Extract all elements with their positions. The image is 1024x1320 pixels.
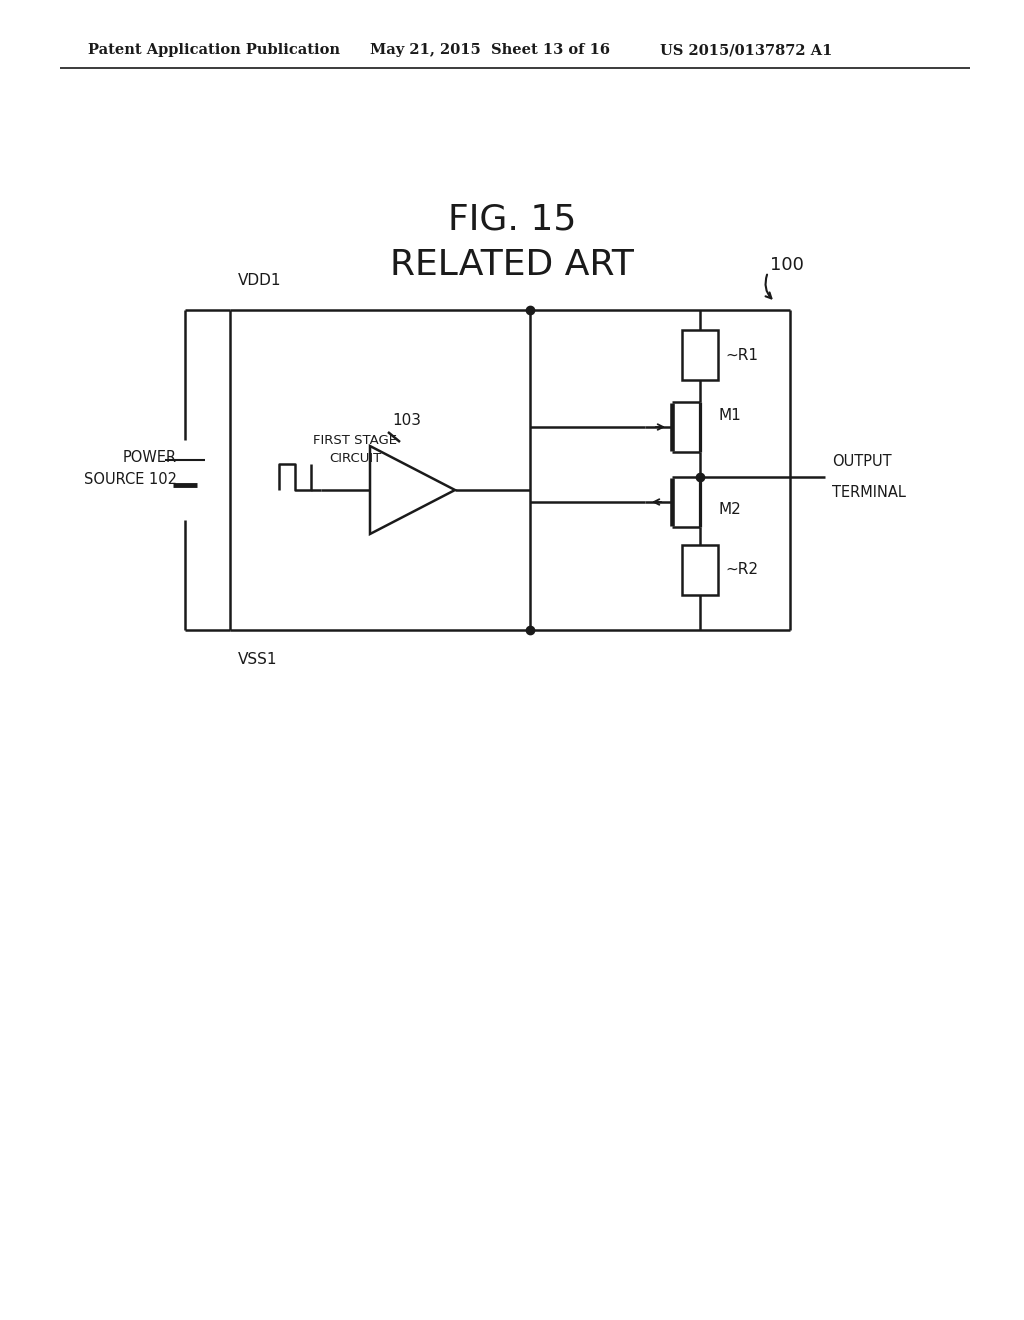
Bar xyxy=(682,545,718,595)
Text: 100: 100 xyxy=(770,256,804,275)
Text: OUTPUT: OUTPUT xyxy=(831,454,892,469)
Text: TERMINAL: TERMINAL xyxy=(831,484,906,500)
Text: FIRST STAGE: FIRST STAGE xyxy=(313,433,397,446)
Text: M2: M2 xyxy=(718,503,740,517)
Text: 103: 103 xyxy=(392,413,421,428)
Text: Patent Application Publication: Patent Application Publication xyxy=(88,44,340,57)
Text: VDD1: VDD1 xyxy=(238,273,282,288)
Text: May 21, 2015  Sheet 13 of 16: May 21, 2015 Sheet 13 of 16 xyxy=(370,44,610,57)
Text: ~R1: ~R1 xyxy=(725,347,758,363)
Text: FIG. 15: FIG. 15 xyxy=(447,203,577,238)
Text: POWER: POWER xyxy=(123,450,177,466)
Text: RELATED ART: RELATED ART xyxy=(390,248,634,282)
Text: CIRCUIT: CIRCUIT xyxy=(329,451,381,465)
Text: ~R2: ~R2 xyxy=(725,562,758,578)
Text: M1: M1 xyxy=(718,408,740,422)
Text: VSS1: VSS1 xyxy=(238,652,278,667)
Text: US 2015/0137872 A1: US 2015/0137872 A1 xyxy=(660,44,833,57)
Text: SOURCE 102: SOURCE 102 xyxy=(84,473,177,487)
Bar xyxy=(682,330,718,380)
